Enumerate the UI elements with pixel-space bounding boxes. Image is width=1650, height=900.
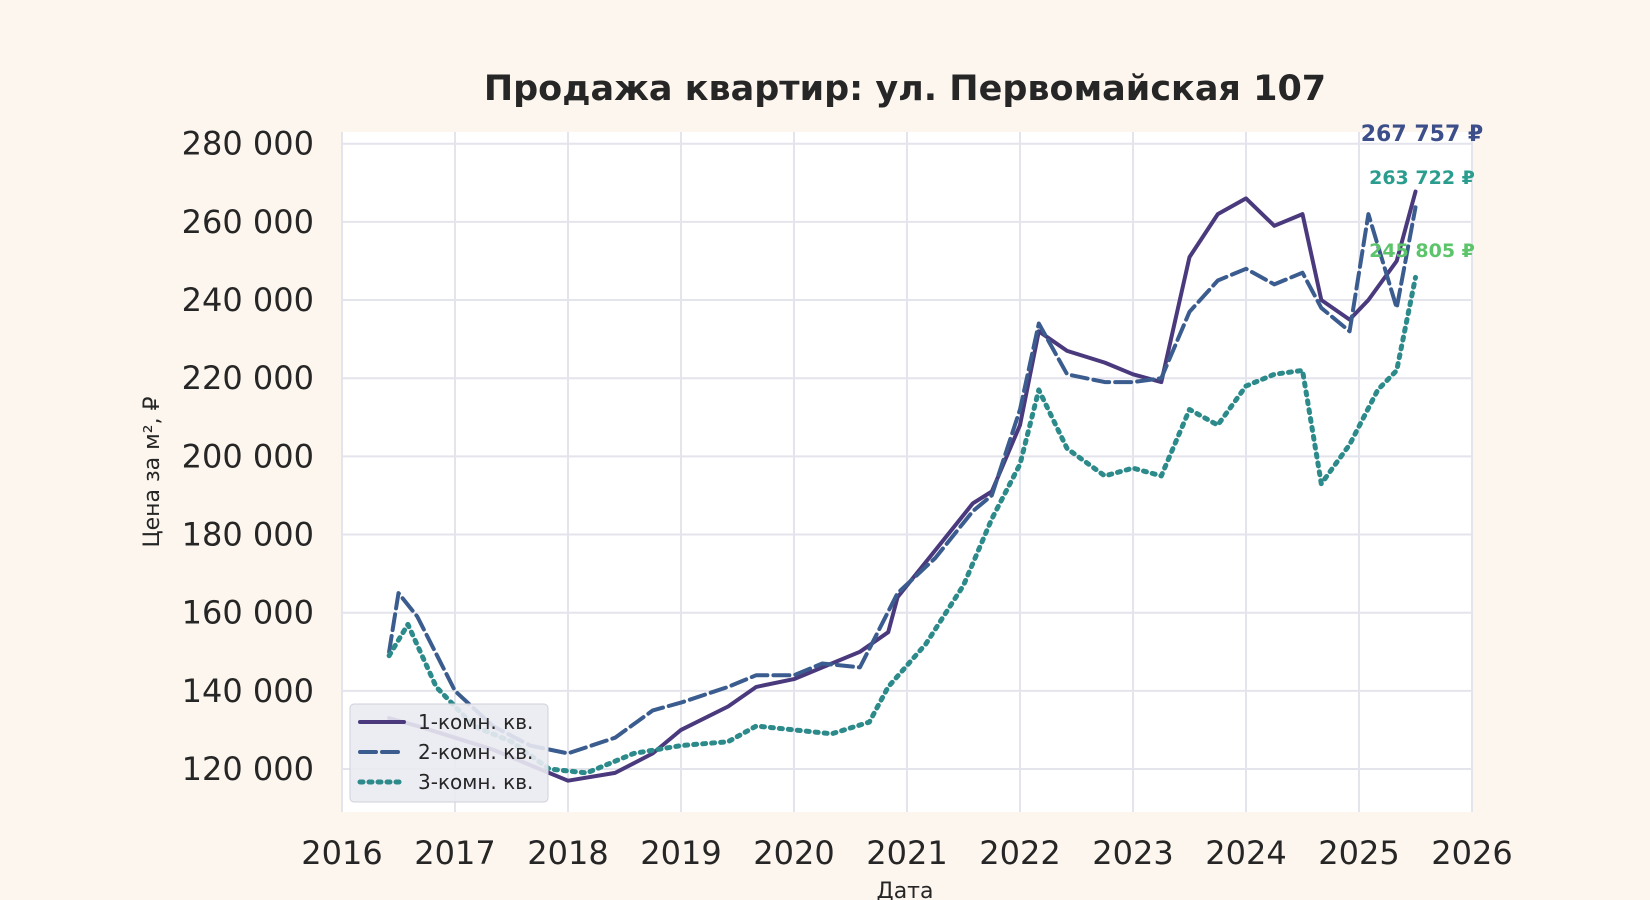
x-tick-label: 2020 [753,834,834,872]
x-tick-label: 2024 [1205,834,1286,872]
x-tick-label: 2016 [301,834,382,872]
x-tick-label: 2026 [1431,834,1512,872]
y-tick-label: 260 000 [182,203,314,241]
series-line-2 [387,205,1418,756]
end-value-labels: 267 757 ₽ 263 722 ₽ 245 805 ₽ [1361,122,1483,262]
end-label-2: 263 722 ₽ [1369,167,1475,189]
legend-label-1: 1-комн. кв. [418,710,533,734]
y-axis-label: Цена за м², ₽ [140,396,165,547]
y-tick-label: 200 000 [182,437,314,475]
chart-title: Продажа квартир: ул. Первомайская 107 [484,69,1326,109]
x-tick-labels: 2016 2017 2018 2019 2020 2021 2022 2023 2024 2025… [301,834,1512,872]
legend-box [349,703,549,803]
y-tick-label: 120 000 [182,750,314,788]
legend: 1-комн. кв. 2-комн. кв. 3-комн. кв. [349,703,549,803]
end-label-3: 245 805 ₽ [1369,240,1475,262]
series-lines [386,189,1418,783]
x-tick-label: 2017 [414,834,495,872]
legend-label-3: 3-комн. кв. [418,770,533,794]
x-tick-label: 2023 [1092,834,1173,872]
x-tick-label: 2019 [640,834,721,872]
legend-label-2: 2-комн. кв. [418,740,533,764]
x-tick-label: 2025 [1318,834,1399,872]
y-tick-label: 160 000 [182,594,314,632]
x-tick-label: 2021 [866,834,947,872]
y-tick-label: 140 000 [182,672,314,710]
series-line-1 [387,189,1418,783]
end-label-1: 267 757 ₽ [1361,122,1483,147]
y-tick-label: 280 000 [182,125,314,163]
y-tick-label: 220 000 [182,359,314,397]
y-tick-labels: 120 000 140 000 160 000 180 000 200 000 220 0… [182,125,314,788]
x-axis-label: Дата [877,879,934,900]
y-tick-label: 240 000 [182,281,314,319]
x-tick-label: 2018 [527,834,608,872]
series-line-3 [386,274,1418,776]
y-tick-label: 180 000 [182,516,314,554]
x-tick-label: 2022 [979,834,1060,872]
